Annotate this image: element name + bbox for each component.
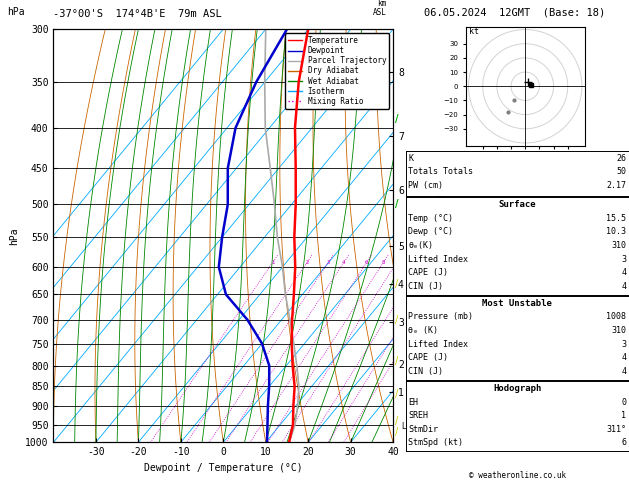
Text: 310: 310	[611, 241, 626, 250]
Text: /: /	[394, 356, 398, 366]
Text: 06.05.2024  12GMT  (Base: 18): 06.05.2024 12GMT (Base: 18)	[423, 7, 605, 17]
Text: CAPE (J): CAPE (J)	[408, 353, 448, 363]
Text: 4: 4	[621, 353, 626, 363]
Text: /: /	[394, 427, 398, 437]
Text: 4: 4	[621, 268, 626, 278]
Text: /: /	[394, 279, 398, 289]
Text: EH: EH	[408, 398, 418, 407]
Y-axis label: Mixing Ratio (g/kg): Mixing Ratio (g/kg)	[434, 188, 443, 283]
Text: 4: 4	[621, 367, 626, 376]
Text: hPa: hPa	[8, 7, 25, 17]
Text: /: /	[394, 199, 398, 209]
Text: Hodograph: Hodograph	[493, 384, 542, 393]
Text: 4: 4	[342, 260, 345, 265]
Text: -37°00'S  174°4B'E  79m ASL: -37°00'S 174°4B'E 79m ASL	[53, 9, 222, 19]
Text: Pressure (mb): Pressure (mb)	[408, 312, 473, 322]
Text: 15.5: 15.5	[606, 214, 626, 223]
Text: 50: 50	[616, 167, 626, 176]
Text: 3: 3	[621, 255, 626, 264]
Text: Temp (°C): Temp (°C)	[408, 214, 454, 223]
Text: 1: 1	[621, 411, 626, 420]
Y-axis label: hPa: hPa	[9, 227, 19, 244]
Text: CAPE (J): CAPE (J)	[408, 268, 448, 278]
Text: Lifted Index: Lifted Index	[408, 255, 468, 264]
Text: CIN (J): CIN (J)	[408, 367, 443, 376]
Text: StmDir: StmDir	[408, 425, 438, 434]
Text: 310: 310	[611, 326, 626, 335]
Text: Totals Totals: Totals Totals	[408, 167, 473, 176]
Text: 1: 1	[271, 260, 274, 265]
Text: /: /	[394, 114, 398, 124]
Text: /: /	[394, 315, 398, 325]
Text: 0: 0	[621, 398, 626, 407]
Text: 26: 26	[616, 154, 626, 163]
Text: /: /	[394, 389, 398, 399]
Text: 3: 3	[621, 340, 626, 349]
Text: θₑ(K): θₑ(K)	[408, 241, 433, 250]
Text: 2: 2	[305, 260, 309, 265]
Text: /: /	[394, 416, 398, 426]
Text: 1008: 1008	[606, 312, 626, 322]
Text: 3: 3	[326, 260, 330, 265]
Text: 6: 6	[365, 260, 369, 265]
Text: PW (cm): PW (cm)	[408, 181, 443, 190]
Text: LCL: LCL	[401, 422, 416, 431]
Text: 10.3: 10.3	[606, 227, 626, 237]
Text: Most Unstable: Most Unstable	[482, 299, 552, 308]
Text: 2.17: 2.17	[606, 181, 626, 190]
Text: K: K	[408, 154, 413, 163]
Text: θₑ (K): θₑ (K)	[408, 326, 438, 335]
Text: CIN (J): CIN (J)	[408, 282, 443, 291]
Text: 311°: 311°	[606, 425, 626, 434]
X-axis label: Dewpoint / Temperature (°C): Dewpoint / Temperature (°C)	[144, 463, 303, 473]
Text: SREH: SREH	[408, 411, 428, 420]
Text: StmSpd (kt): StmSpd (kt)	[408, 438, 463, 448]
Text: 4: 4	[621, 282, 626, 291]
Text: 6: 6	[621, 438, 626, 448]
Text: Dewp (°C): Dewp (°C)	[408, 227, 454, 237]
Text: km
ASL: km ASL	[373, 0, 387, 17]
Text: Surface: Surface	[499, 200, 536, 209]
Text: kt: kt	[469, 27, 479, 36]
Legend: Temperature, Dewpoint, Parcel Trajectory, Dry Adiabat, Wet Adiabat, Isotherm, Mi: Temperature, Dewpoint, Parcel Trajectory…	[285, 33, 389, 109]
Text: Lifted Index: Lifted Index	[408, 340, 468, 349]
Text: © weatheronline.co.uk: © weatheronline.co.uk	[469, 471, 566, 480]
Text: 8: 8	[382, 260, 385, 265]
